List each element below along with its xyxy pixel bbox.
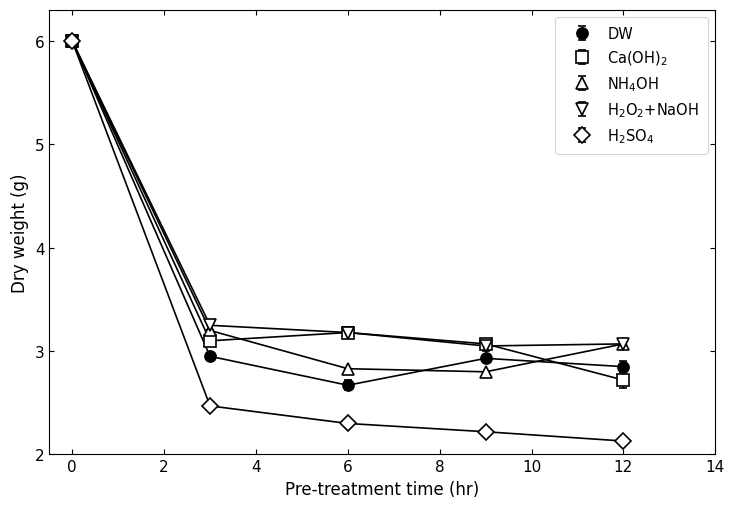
X-axis label: Pre-treatment time (hr): Pre-treatment time (hr) [285,480,479,498]
Legend: DW, Ca(OH)$_2$, NH$_4$OH, H$_2$O$_2$+NaOH, H$_2$SO$_4$: DW, Ca(OH)$_2$, NH$_4$OH, H$_2$O$_2$+NaO… [555,18,708,154]
Y-axis label: Dry weight (g): Dry weight (g) [11,173,29,293]
